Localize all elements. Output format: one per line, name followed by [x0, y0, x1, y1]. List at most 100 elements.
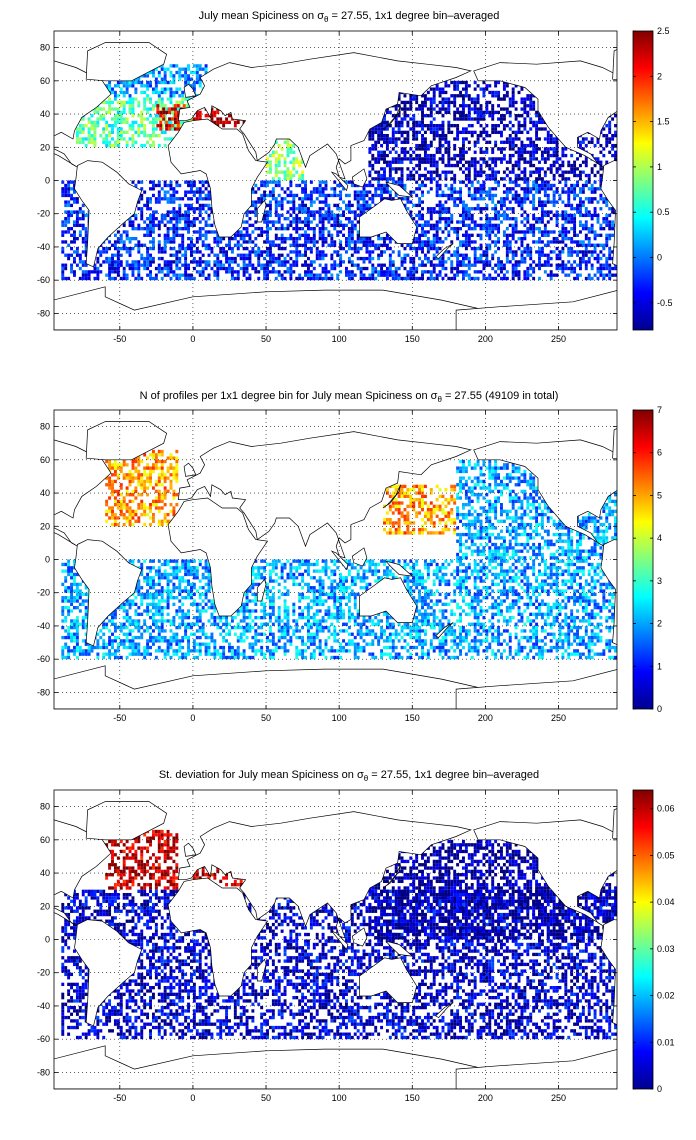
land-13 — [183, 462, 197, 477]
y-tick-label: 0 — [45, 176, 50, 186]
panel-1-region-6 — [61, 180, 617, 281]
y-tick-label: 60 — [40, 835, 50, 845]
colorbar-tick-label: 0.06 — [657, 804, 675, 814]
land-3 — [612, 808, 617, 839]
x-tick-label: -50 — [113, 1093, 126, 1103]
land-11 — [382, 864, 401, 889]
land-1 — [473, 60, 617, 168]
y-tick-label: -80 — [37, 308, 50, 318]
panel-1-title: July mean Spiciness on σθ = 27.55, 1x1 d… — [199, 10, 500, 24]
land-11 — [382, 484, 401, 509]
y-tick-label: 0 — [45, 555, 50, 565]
land-1 — [473, 819, 617, 927]
land-13 — [183, 842, 197, 857]
colorbar-tick-label: -0.5 — [657, 298, 673, 308]
land-7 — [359, 577, 418, 623]
land-14 — [455, 669, 617, 709]
colorbar-tick-label: 0 — [657, 704, 662, 714]
x-tick-label: 200 — [478, 334, 493, 344]
y-tick-label: -80 — [37, 1067, 50, 1077]
x-tick-label: 200 — [478, 713, 493, 723]
land-4 — [177, 431, 472, 559]
colorbar-tick-label: 4 — [657, 533, 662, 543]
land-5 — [167, 877, 269, 997]
y-tick-label: -20 — [37, 588, 50, 598]
panel-3-title: St. deviation for July mean Spiciness on… — [159, 769, 539, 783]
colorbar-tick-label: 1.5 — [657, 117, 670, 127]
colorbar-tick-label: 1 — [657, 162, 662, 172]
colorbar-tick-label: 1 — [657, 661, 662, 671]
land-2 — [600, 160, 617, 266]
panel-2-colorbar — [632, 409, 654, 710]
land-2 — [600, 539, 617, 645]
y-tick-label: 20 — [40, 142, 50, 152]
land-12 — [435, 622, 454, 639]
land-8 — [330, 171, 349, 192]
land-10 — [384, 560, 414, 577]
colorbar-tick-label: 0.01 — [657, 1037, 675, 1047]
land-7 — [359, 198, 418, 244]
y-tick-label: 40 — [40, 868, 50, 878]
land-12 — [435, 243, 454, 260]
x-tick-label: 200 — [478, 1093, 493, 1103]
colorbar-tick-label: 0.03 — [657, 944, 675, 954]
colorbar-tick-label: 2.5 — [657, 26, 670, 36]
y-tick-label: -20 — [37, 209, 50, 219]
land-6 — [256, 958, 267, 982]
x-tick-label: 250 — [551, 1093, 566, 1103]
colorbar-tick-label: 7 — [657, 405, 662, 415]
y-tick-label: -40 — [37, 621, 50, 631]
land-3 — [612, 49, 617, 80]
y-tick-label: 40 — [40, 488, 50, 498]
panel-1-colorbar — [632, 30, 654, 331]
x-tick-label: 100 — [332, 713, 347, 723]
x-tick-label: 250 — [551, 334, 566, 344]
y-tick-label: 80 — [40, 43, 50, 53]
x-tick-label: 250 — [551, 713, 566, 723]
colorbar-tick-label: 0.05 — [657, 850, 675, 860]
land-9 — [351, 168, 368, 188]
y-tick-label: -60 — [37, 275, 50, 285]
land-11 — [382, 105, 401, 130]
y-tick-label: 0 — [45, 935, 50, 945]
colorbar-tick-label: 0.02 — [657, 991, 675, 1001]
colorbar-tick-label: 5 — [657, 490, 662, 500]
land-14 — [455, 290, 617, 330]
panel-1-colorbar-ticks: -0.5 0 0.5 1 1.5 2 2.5 — [633, 26, 673, 308]
land-3 — [612, 428, 617, 459]
y-tick-label: -60 — [37, 1034, 50, 1044]
land-8 — [330, 930, 349, 951]
land-2 — [600, 919, 617, 1025]
land-3 — [85, 421, 168, 461]
y-tick-label: -40 — [37, 242, 50, 252]
y-tick-label: 80 — [40, 802, 50, 812]
land-4 — [177, 811, 472, 939]
land-3 — [85, 801, 168, 841]
colorbar-tick-label: 6 — [657, 448, 662, 458]
x-tick-label: -50 — [113, 334, 126, 344]
land-4 — [177, 52, 472, 180]
y-tick-label: 20 — [40, 521, 50, 531]
panel-3-colorbar — [632, 789, 654, 1090]
land-2 — [74, 919, 143, 1027]
land-5 — [167, 118, 269, 238]
colorbar-tick-label: 2 — [657, 619, 662, 629]
y-tick-label: -40 — [37, 1001, 50, 1011]
land-12 — [435, 1002, 454, 1019]
x-tick-label: 150 — [405, 1093, 420, 1103]
land-14 — [455, 1049, 617, 1089]
x-tick-label: 0 — [190, 334, 195, 344]
y-tick-label: 60 — [40, 455, 50, 465]
panel-1: July mean Spiciness on σθ = 27.55, 1x1 d… — [37, 10, 673, 344]
land-2 — [74, 539, 143, 647]
land-7 — [359, 957, 418, 1003]
land-10 — [384, 940, 414, 957]
land-5 — [167, 497, 269, 617]
x-tick-label: 150 — [405, 334, 420, 344]
panel-2-coastlines — [54, 421, 617, 709]
land-13 — [183, 83, 197, 98]
